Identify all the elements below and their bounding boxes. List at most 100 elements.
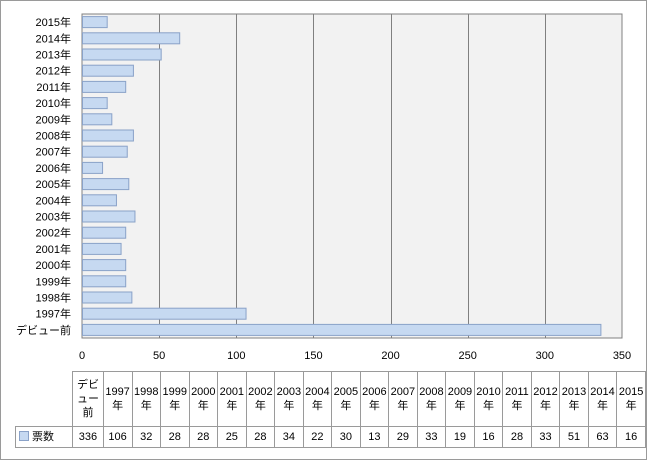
y-tick-label: 1999年 [36, 274, 71, 288]
y-tick-label: 2009年 [36, 112, 71, 126]
bar [82, 323, 602, 336]
bar [82, 64, 134, 77]
x-tick-label: 150 [304, 350, 322, 362]
bars [82, 16, 602, 336]
data-table-value: 33 [530, 426, 561, 448]
y-tick-label: 2015年 [36, 15, 71, 29]
data-table-value: 28 [245, 426, 276, 448]
bar [82, 242, 122, 255]
data-table-category: 2006年 [359, 371, 390, 427]
x-tick-label: 300 [536, 350, 554, 362]
bar [82, 178, 130, 191]
y-tick-label: 2005年 [36, 177, 71, 191]
data-table-value: 33 [416, 426, 447, 448]
gridlines [159, 14, 546, 338]
y-tick-label: 2013年 [36, 48, 71, 62]
data-table-value: 28 [160, 426, 190, 448]
data-table-category: 2012年 [530, 371, 561, 427]
bar [82, 97, 108, 110]
data-table-value: 34 [274, 426, 304, 448]
bar [82, 194, 117, 207]
y-tick-label: 2001年 [36, 242, 71, 256]
y-tick-label: 2006年 [36, 161, 71, 175]
bar [82, 129, 134, 142]
x-tick-label: 350 [613, 350, 631, 362]
bar [82, 80, 127, 93]
y-axis-labels: デビュー前 1997年 1998年 1999年 2000年 2001年 2002年 2003年… [16, 15, 71, 337]
data-table-category: 2004年 [302, 371, 333, 427]
y-tick-label: 2008年 [36, 129, 71, 143]
data-table-category: 1998年 [131, 371, 162, 427]
data-table: デビュー前 1997年 1998年 1999年 2000年 2001年 2002年 2003年… [14, 371, 646, 448]
data-table-category: 2010年 [473, 371, 504, 427]
data-table-corner [15, 371, 74, 427]
data-table-value: 16 [473, 426, 504, 448]
bar [82, 145, 128, 158]
bar-chart: デビュー前 1997年 1998年 1999年 2000年 2001年 2002年 2003年… [16, 13, 631, 362]
bar [82, 16, 108, 29]
data-table-value: 19 [445, 426, 475, 448]
data-table-category: 2003年 [274, 371, 304, 427]
data-table-category: 2011年 [502, 371, 532, 427]
y-tick-label: 2002年 [36, 226, 71, 240]
data-table-value-row: 票数 336 106 32 28 28 25 28 34 22 30 13 29 33 19 16 28 33 5… [14, 426, 646, 448]
y-tick-label: 1997年 [36, 307, 71, 321]
data-table-value: 336 [72, 426, 104, 448]
y-tick-label: 2012年 [36, 64, 71, 78]
data-table-value: 28 [502, 426, 532, 448]
y-tick-label: 2011年 [36, 80, 71, 94]
data-table-category: 2008年 [416, 371, 447, 427]
bar [82, 48, 162, 61]
data-table-category: 2015年 [616, 371, 646, 427]
data-table-category: デビュー前 [72, 371, 104, 427]
bar [82, 32, 181, 45]
data-table-category: 2000年 [188, 371, 219, 427]
bar [82, 113, 113, 126]
data-table-value: 25 [217, 426, 247, 448]
data-table-category: 2001年 [217, 371, 247, 427]
data-table-value: 29 [388, 426, 418, 448]
x-tick-label: 200 [381, 350, 399, 362]
bar [82, 226, 127, 239]
y-tick-label: 1998年 [36, 291, 71, 305]
x-tick-label: 50 [153, 350, 165, 362]
data-table-category: 1999年 [160, 371, 190, 427]
y-tick-label: 2004年 [36, 193, 71, 207]
bar [82, 275, 127, 288]
y-tick-label: デビュー前 [16, 323, 71, 337]
data-table-value: 30 [331, 426, 361, 448]
data-table-value: 63 [587, 426, 618, 448]
bar [82, 161, 104, 174]
data-table-value: 28 [188, 426, 219, 448]
data-table-category: 1997年 [102, 371, 133, 427]
x-tick-label: 100 [227, 350, 245, 362]
data-table-header-row: デビュー前 1997年 1998年 1999年 2000年 2001年 2002年 2003年… [15, 371, 646, 427]
plot-area [81, 13, 623, 339]
data-table-value: 22 [302, 426, 333, 448]
data-table-value: 13 [359, 426, 390, 448]
x-axis-labels: 0 50 100 150 200 250 300 350 [79, 350, 631, 362]
data-table-category: 2005年 [331, 371, 361, 427]
data-table-category: 2009年 [445, 371, 475, 427]
y-tick-label: 2000年 [36, 258, 71, 272]
data-table-category: 2013年 [559, 371, 589, 427]
data-table-category: 2007年 [388, 371, 418, 427]
data-table-value: 32 [131, 426, 162, 448]
y-tick-label: 2014年 [36, 31, 71, 45]
x-tick-label: 250 [459, 350, 477, 362]
data-table-value: 16 [616, 426, 646, 448]
bar [82, 291, 133, 304]
data-table-series-label: 票数 [14, 426, 74, 448]
data-table-category: 2002年 [245, 371, 276, 427]
data-table-value: 51 [559, 426, 589, 448]
y-tick-label: 2003年 [36, 210, 71, 224]
data-table-value: 106 [102, 426, 133, 448]
x-tick-label: 0 [79, 350, 85, 362]
series-name: 票数 [32, 431, 54, 443]
bar [82, 210, 136, 223]
data-table-category: 2014年 [587, 371, 618, 427]
bar [82, 259, 127, 272]
legend-swatch [19, 431, 29, 441]
bar [82, 307, 247, 320]
